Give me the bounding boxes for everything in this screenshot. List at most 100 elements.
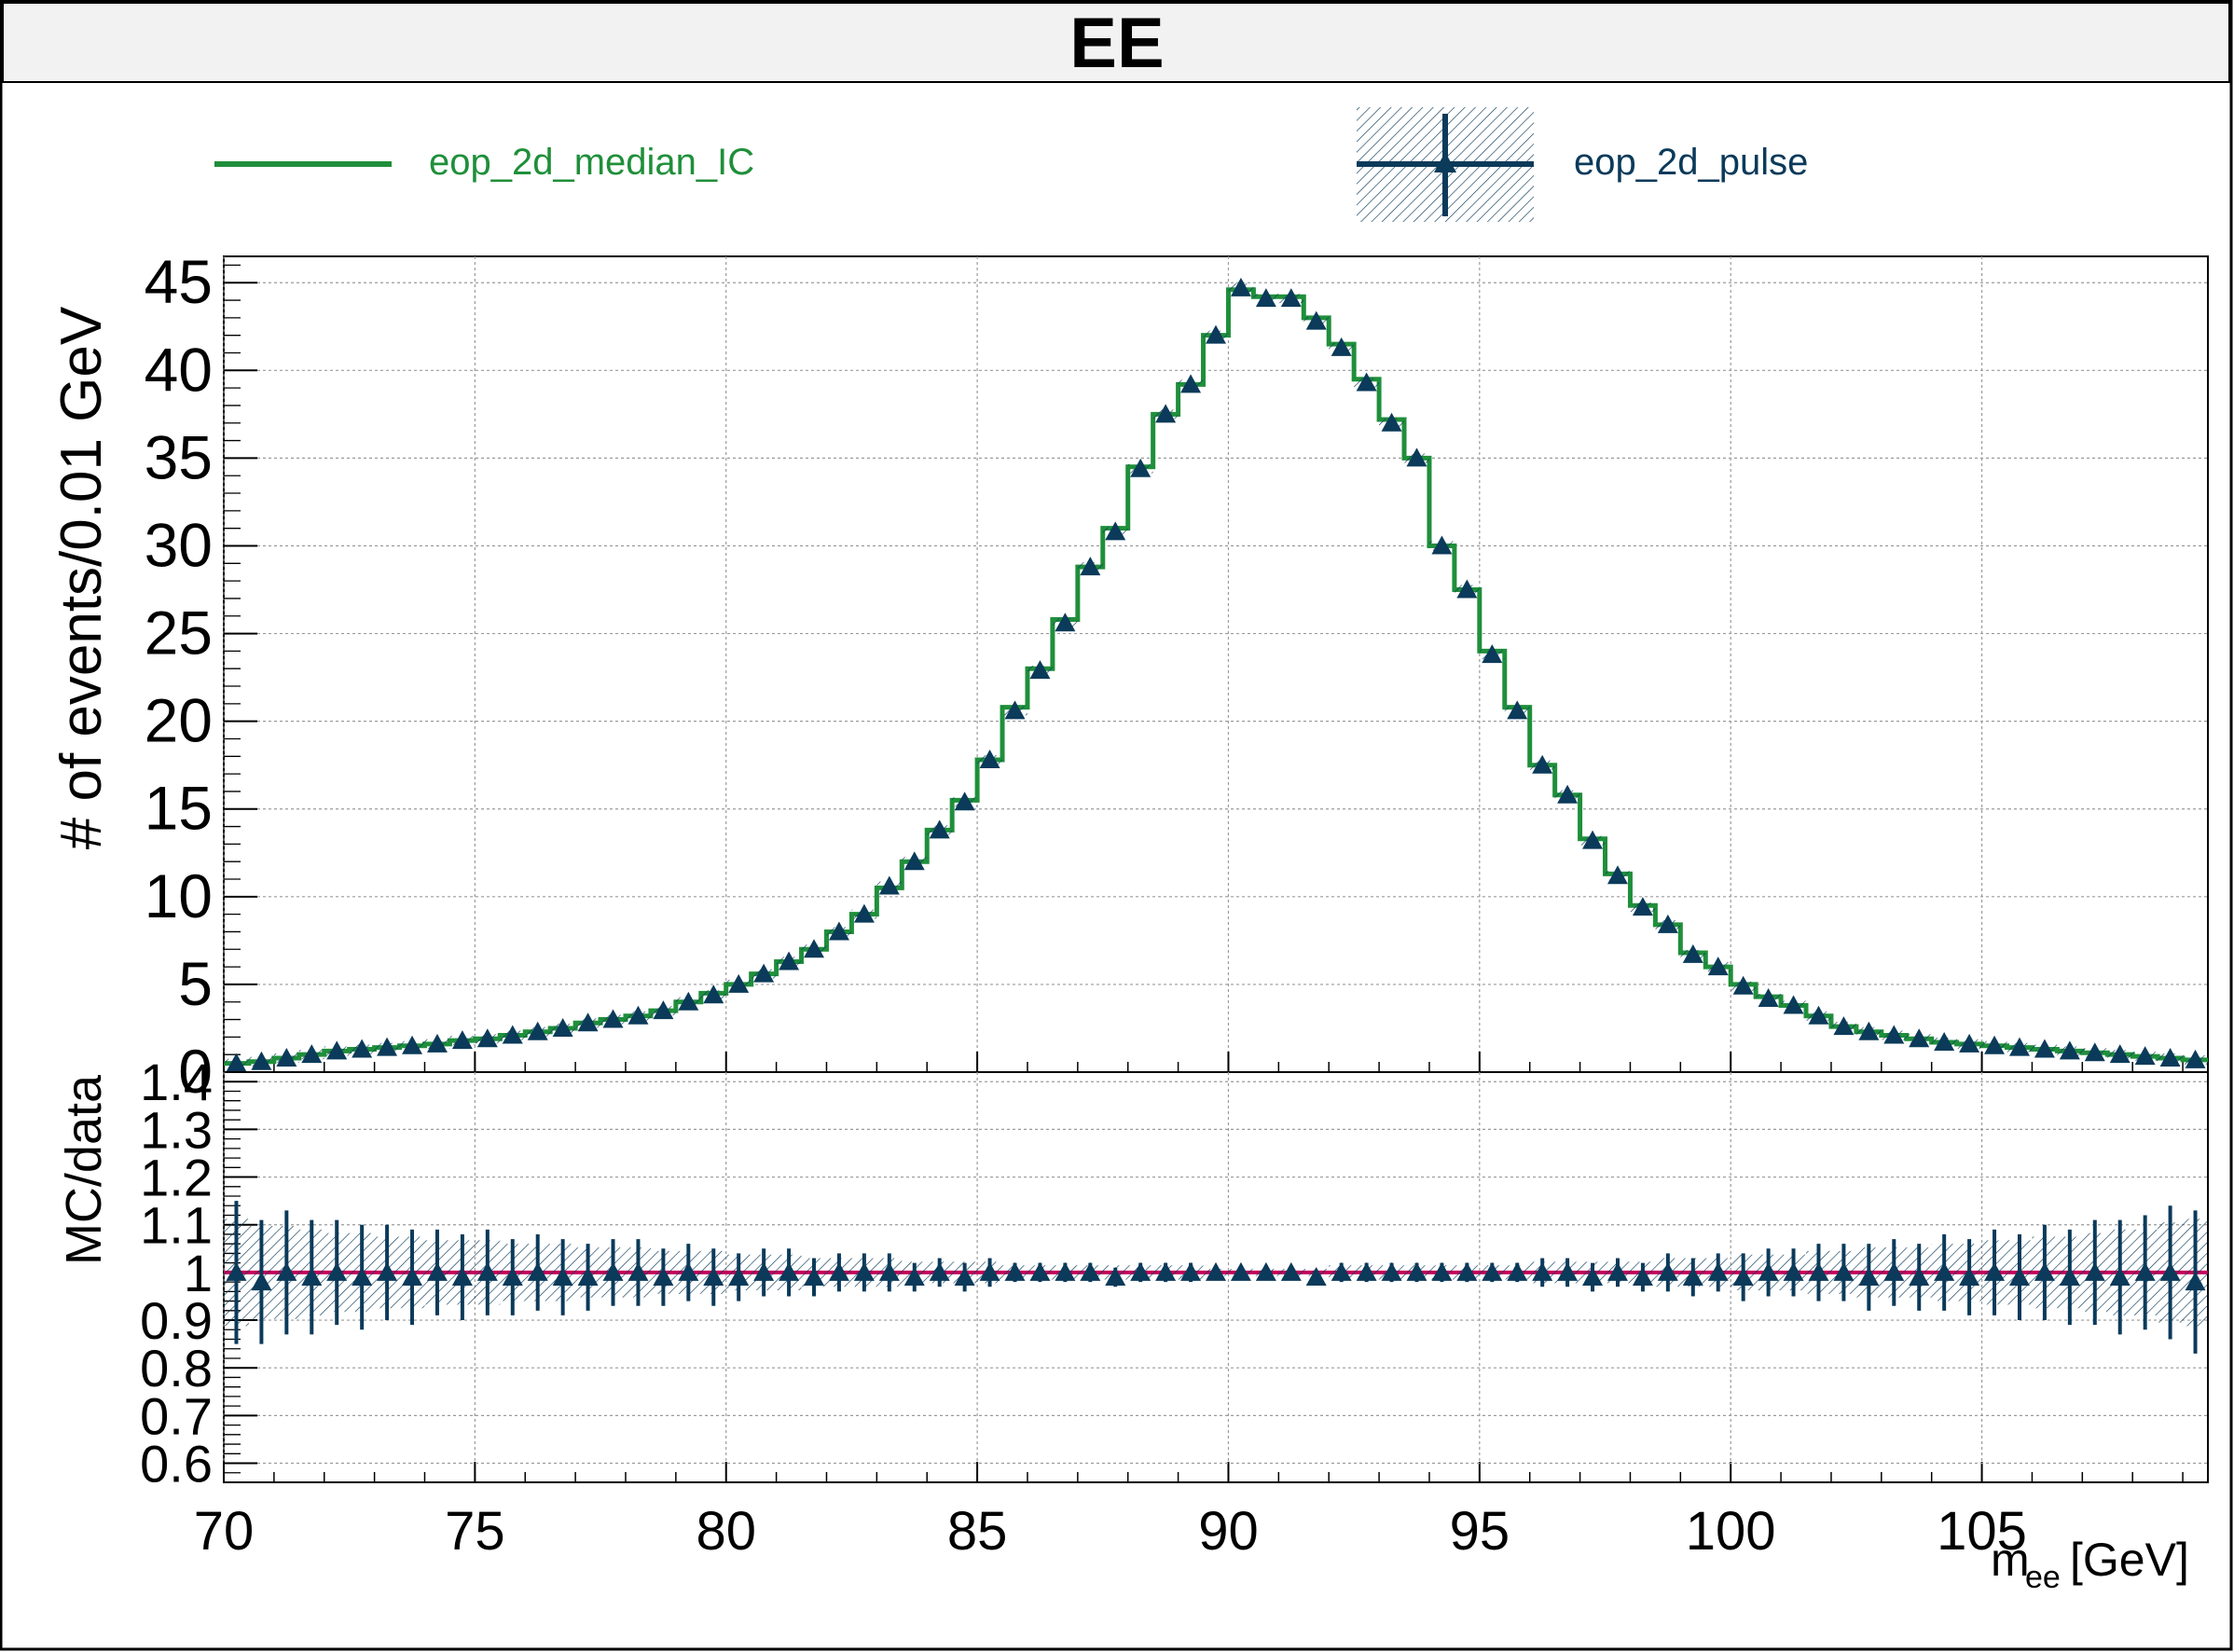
ratio-data-point — [2008, 1267, 2030, 1286]
pulse-data-point — [1934, 1032, 1955, 1052]
pulse-data-point — [853, 903, 875, 923]
ratio-data-point — [451, 1267, 473, 1286]
legend: eop_2d_median_IC eop_2d_pulse — [214, 107, 1808, 222]
pulse-data-point — [1431, 535, 1453, 555]
pulse-data-point — [2008, 1037, 2030, 1056]
ratio-y-axis-label: MC/data — [56, 1074, 112, 1265]
pulse-data-point — [1657, 914, 1678, 933]
ratio-data-point — [828, 1261, 849, 1281]
ratio-data-point — [1657, 1261, 1678, 1281]
pulse-data-point — [1607, 865, 1628, 885]
x-tick-label: 100 — [1686, 1501, 1776, 1562]
y-tick-label: 1.4 — [140, 1053, 213, 1111]
pulse-data-point — [2159, 1047, 2181, 1067]
ratio-data-point — [627, 1261, 649, 1281]
x-tick-label: 95 — [1450, 1501, 1510, 1562]
ratio-data-point — [979, 1261, 1000, 1281]
pulse-data-point — [678, 991, 699, 1011]
ratio-data-point — [903, 1267, 925, 1286]
pulse-data-point — [1280, 288, 1302, 308]
ratio-data-point — [1732, 1267, 1754, 1286]
y-tick-label: 1.2 — [140, 1149, 213, 1207]
pulse-data-point — [1029, 660, 1051, 680]
y-tick-label: 10 — [145, 861, 213, 930]
ratio-data-point — [602, 1261, 624, 1281]
x-tick-label: 75 — [445, 1501, 505, 1562]
pulse-data-point — [226, 1053, 247, 1072]
pulse-data-point — [1833, 1016, 1855, 1036]
ratio-data-point — [2185, 1272, 2206, 1291]
pulse-data-point — [602, 1009, 624, 1028]
ratio-data-point — [2134, 1261, 2156, 1281]
ratio-data-point — [1607, 1261, 1628, 1281]
y-tick-label: 0.7 — [140, 1386, 213, 1445]
ratio-data-point — [377, 1261, 398, 1281]
x-tick-label: 80 — [696, 1501, 756, 1562]
y-tick-label: 35 — [145, 422, 213, 491]
pulse-data-point — [828, 921, 849, 941]
pulse-data-point — [903, 851, 925, 871]
ratio-plot-panel: 70 75 80 85 90 95 100 105 0.60.70.80.911.11.21.3… — [140, 1053, 2209, 1562]
ratio-data-point — [1004, 1261, 1026, 1281]
pulse-data-point — [1883, 1025, 1905, 1044]
ratio-data-point — [954, 1267, 975, 1286]
pulse-data-point — [276, 1047, 297, 1067]
x-axis-label-unit: [GeV] — [2070, 1534, 2189, 1586]
ratio-data-point — [678, 1261, 699, 1281]
ratio-data-point — [1381, 1261, 1402, 1281]
ratio-data-point — [552, 1267, 573, 1286]
pulse-data-point — [1255, 288, 1276, 308]
pulse-data-point — [1406, 447, 1427, 467]
y-tick-label: 1 — [184, 1244, 213, 1302]
pulse-data-point — [1331, 337, 1352, 356]
ratio-data-point — [2109, 1267, 2131, 1286]
ratio-data-point — [753, 1261, 775, 1281]
ratio-data-point — [1029, 1261, 1051, 1281]
pulse-data-point — [1582, 830, 1604, 849]
pulse-data-point — [954, 792, 975, 811]
ratio-data-point — [2059, 1267, 2080, 1286]
ratio-data-point — [1707, 1261, 1729, 1281]
pulse-data-point — [377, 1037, 398, 1056]
ratio-data-point — [804, 1267, 825, 1286]
ratio-data-point — [878, 1261, 900, 1281]
ratio-data-point — [1080, 1261, 1101, 1281]
pulse-data-point — [1180, 374, 1202, 393]
pulse-data-point — [753, 963, 775, 983]
y-tick-label: 1.1 — [140, 1196, 213, 1255]
ratio-data-point — [653, 1267, 674, 1286]
y-tick-label: 0 — [178, 1037, 213, 1106]
y-tick-label: 45 — [145, 247, 213, 316]
pulse-data-point — [1206, 324, 1226, 344]
pulse-data-point — [1682, 943, 1703, 963]
pulse-data-point — [1557, 784, 1579, 804]
y-tick-label: 0.8 — [140, 1339, 213, 1397]
ratio-data-point — [1180, 1261, 1202, 1281]
pulse-data-point — [1732, 975, 1754, 995]
ratio-data-point — [1808, 1261, 1829, 1281]
pulse-data-point — [1532, 754, 1553, 774]
ratio-data-point — [426, 1261, 448, 1281]
ratio-data-point — [1105, 1267, 1126, 1286]
y-tick-label: 15 — [145, 774, 213, 843]
legend-pulse-marker — [1434, 152, 1456, 172]
ratio-data-point — [929, 1261, 950, 1281]
ratio-data-point — [1758, 1261, 1779, 1281]
main-y-axis-label: # of events/0.01 GeV — [49, 306, 114, 849]
ratio-data-point — [577, 1267, 599, 1286]
ratio-data-point — [527, 1261, 548, 1281]
ratio-data-point — [226, 1261, 247, 1281]
pulse-data-point — [1055, 613, 1076, 632]
x-axis-label-sub: ee — [2025, 1560, 2061, 1595]
pulse-data-point — [1305, 310, 1327, 330]
pulse-data-point — [476, 1028, 498, 1048]
pulse-data-point — [929, 819, 950, 839]
x-axis-label-main: m — [1991, 1534, 2030, 1586]
pulse-data-point — [627, 1005, 649, 1025]
pulse-data-point — [1707, 957, 1729, 976]
ratio-data-point — [1532, 1261, 1553, 1281]
pulse-data-point — [1783, 995, 1804, 1014]
pulse-data-point — [502, 1025, 523, 1044]
ratio-data-point — [1356, 1261, 1377, 1281]
